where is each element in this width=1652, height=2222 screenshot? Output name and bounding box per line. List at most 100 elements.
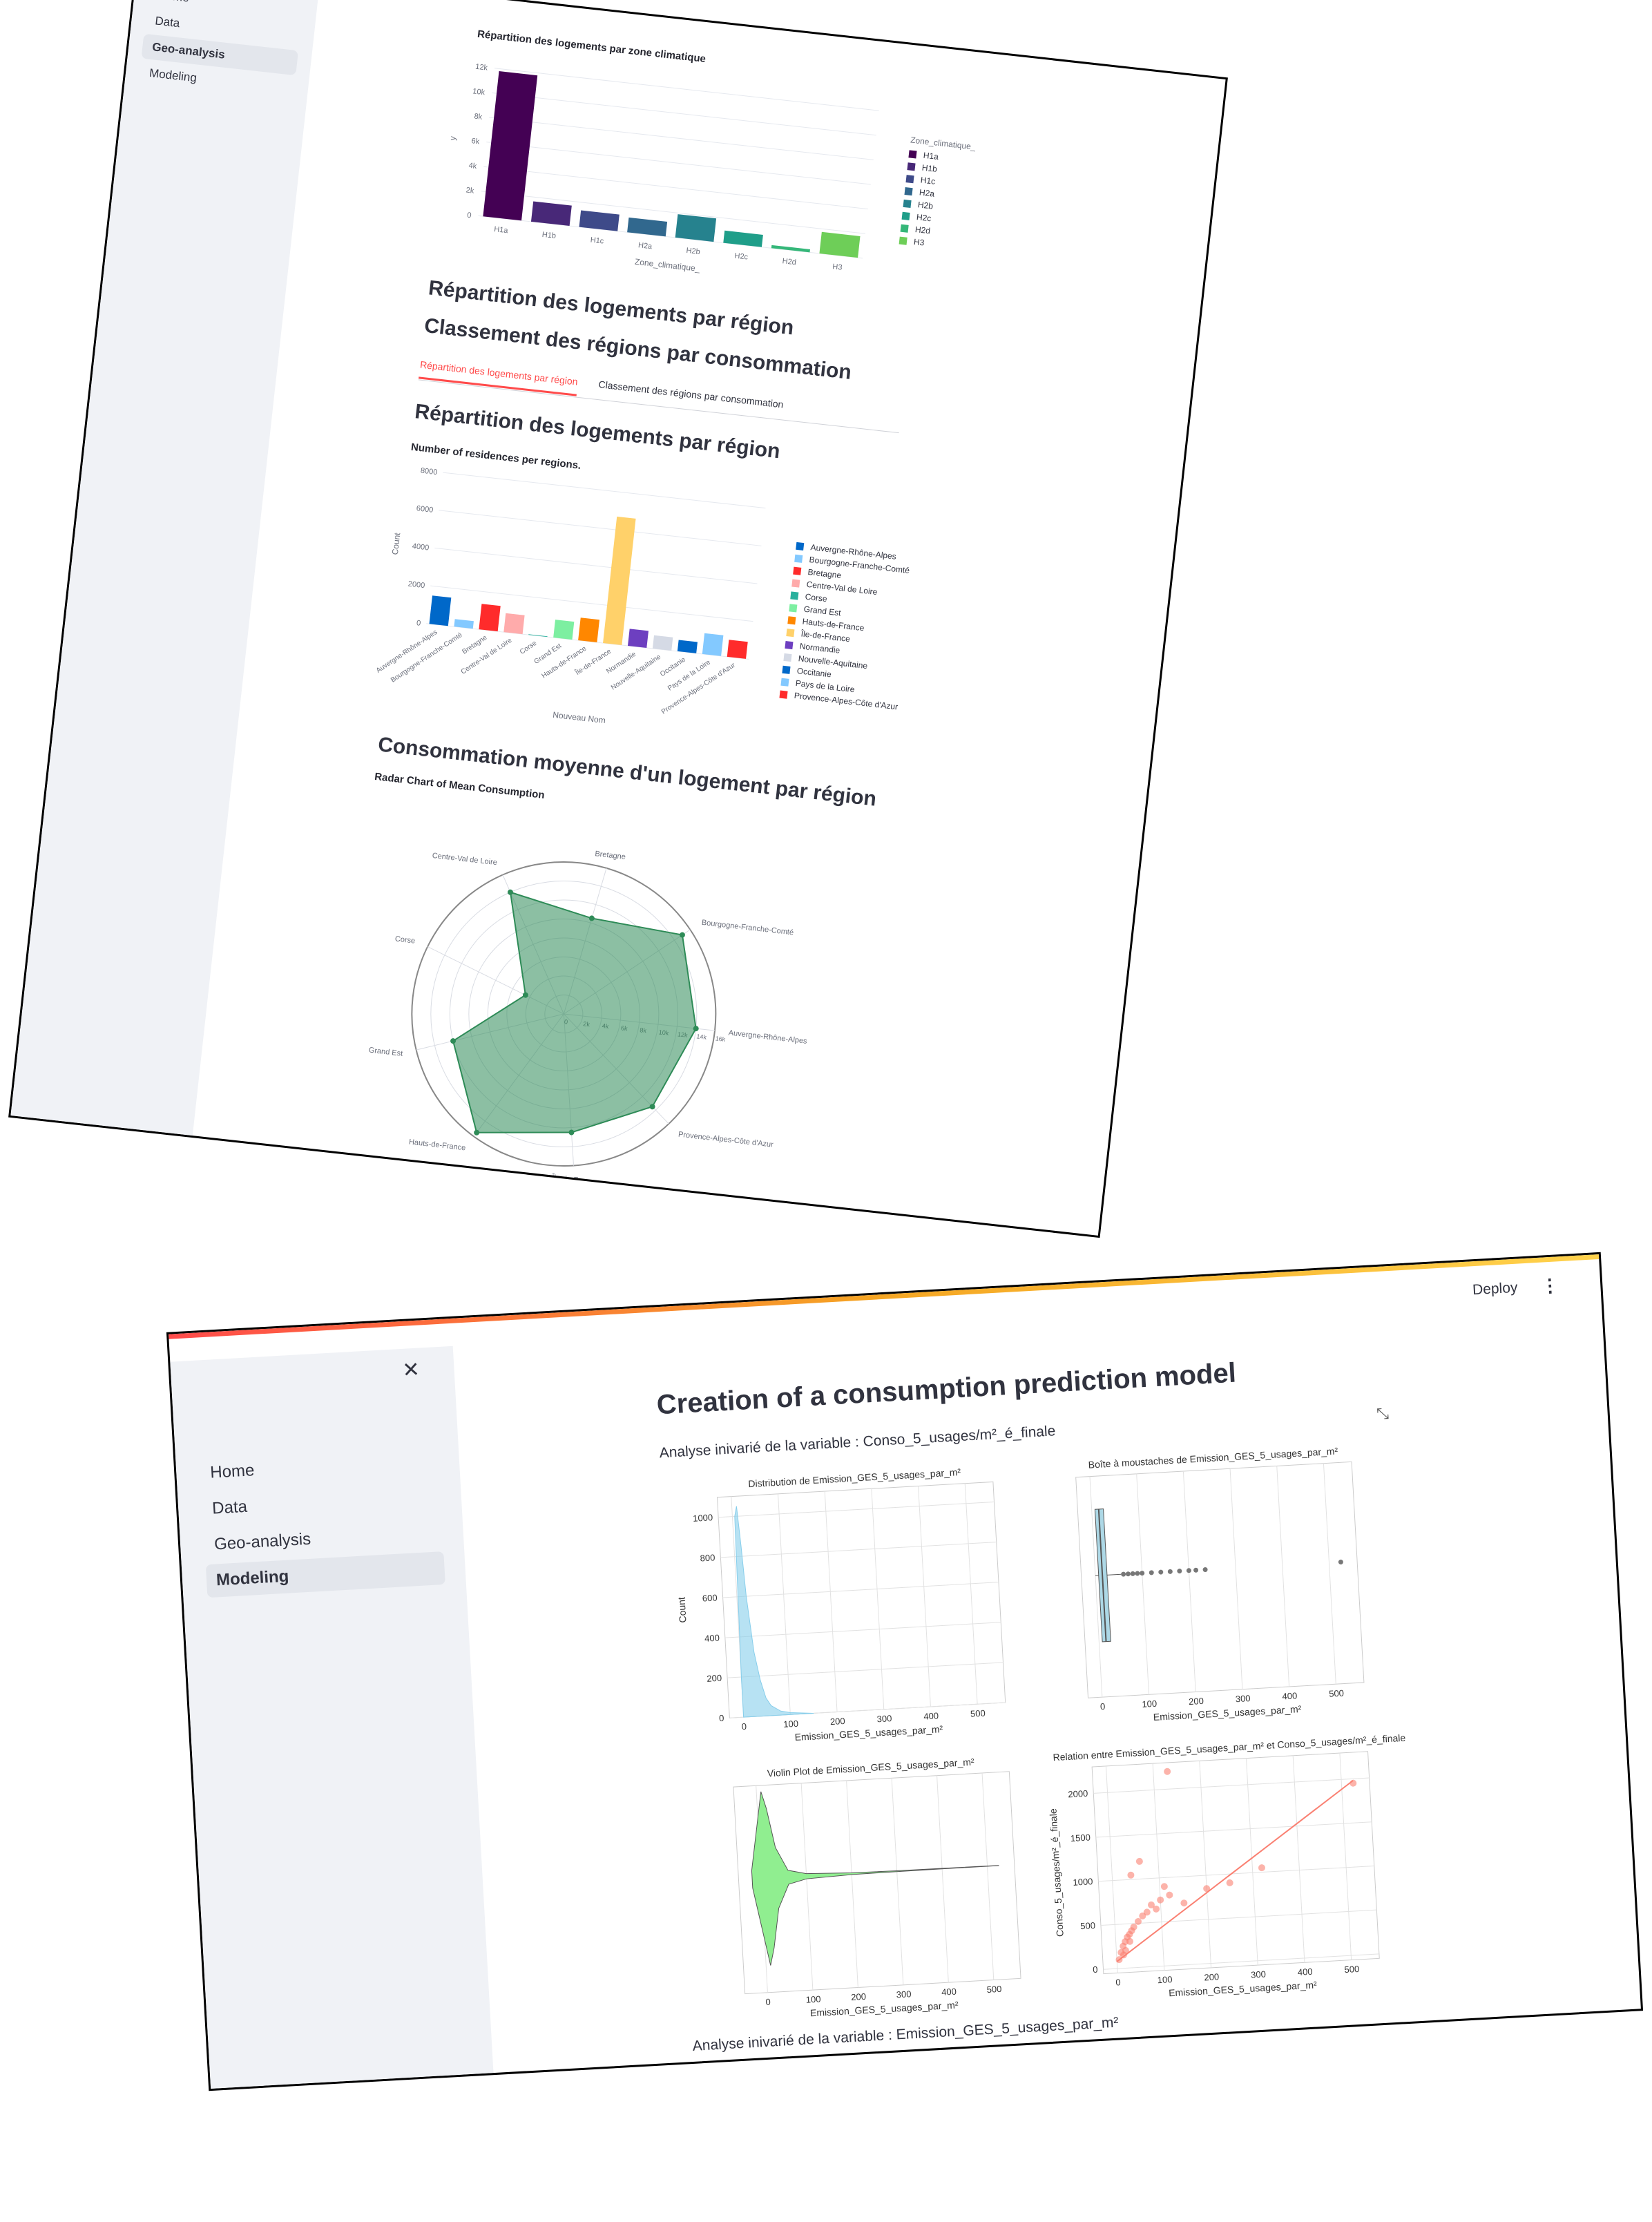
- x-tick-label: H2d: [782, 257, 796, 267]
- legend-swatch: [794, 554, 803, 563]
- radar-axis-label: Bretagne: [595, 850, 626, 861]
- legend-swatch: [791, 579, 800, 588]
- radar-chart: Auvergne-Rhône-Alpes Provence-Alpes-Côte …: [368, 850, 807, 1187]
- box-outlier: [1193, 1567, 1199, 1573]
- scatter-point: [1130, 1923, 1137, 1931]
- legend-swatch: [905, 174, 914, 183]
- gridline: [720, 1542, 997, 1558]
- gridline: [1199, 1761, 1212, 1968]
- gridline: [891, 1778, 904, 1985]
- x-tick-label: 400: [1282, 1690, 1298, 1701]
- x-tick-label: 400: [1297, 1966, 1313, 1977]
- gridline: [1095, 1821, 1372, 1838]
- gridline: [1323, 1463, 1336, 1685]
- radar-point: [679, 932, 685, 938]
- legend-label: H1a: [923, 150, 939, 162]
- x-tick-label: 200: [1189, 1696, 1204, 1707]
- bar-region: [454, 619, 474, 629]
- legend-swatch: [782, 665, 791, 674]
- x-tick-label: 0: [741, 1721, 747, 1732]
- tab-region-split[interactable]: Répartition des logements par région: [418, 358, 579, 396]
- main-menu-icon[interactable]: ⋮: [1540, 1274, 1560, 1296]
- gridline: [727, 1662, 1003, 1678]
- sidebar: Home Data Geo-analysis Modeling: [10, 0, 320, 1136]
- box-outlier: [1186, 1568, 1191, 1573]
- gridline: [937, 1775, 949, 1983]
- scatter-point: [1135, 1857, 1143, 1865]
- gridline: [800, 1783, 814, 1991]
- legend-label: H1b: [921, 162, 938, 174]
- radar-point: [507, 889, 513, 895]
- radar-point: [693, 1026, 699, 1032]
- gridline: [1089, 1476, 1103, 1698]
- scatter-point: [1160, 1883, 1168, 1890]
- bar-h1b: [530, 201, 572, 227]
- plot-frame: [1075, 1461, 1365, 1698]
- scatter-point: [1180, 1899, 1188, 1907]
- y-tick-label: 0: [1093, 1964, 1098, 1975]
- y-tick-label: 10k: [472, 87, 486, 97]
- y-tick-label: 1000: [693, 1512, 713, 1524]
- y-axis-label: Count: [675, 1597, 688, 1623]
- plot-scatter: Relation entre Emission_GES_5_usages_par…: [1047, 1732, 1405, 1999]
- gridline: [492, 92, 876, 136]
- radar-axis-label: Île-de-France: [551, 1173, 597, 1187]
- gridline: [722, 1582, 999, 1598]
- x-tick-label: 400: [923, 1710, 939, 1721]
- x-axis-label: Emission_GES_5_usages_par_m²: [1169, 1979, 1318, 1998]
- y-tick-label: 2k: [465, 186, 474, 195]
- bar-region: [429, 595, 452, 626]
- radar-axis-label: Auvergne-Rhône-Alpes: [728, 1028, 807, 1046]
- bar-region: [528, 634, 548, 638]
- bar-region: [702, 633, 724, 656]
- expand-icon[interactable]: ⤡: [1376, 1404, 1390, 1423]
- gridline: [964, 1483, 978, 1705]
- gridline: [1105, 1765, 1118, 1973]
- tab-region-rank[interactable]: Classement des régions par consommation: [597, 379, 785, 410]
- bar-region: [627, 629, 649, 648]
- x-tick-label: 100: [1157, 1974, 1173, 1985]
- y-tick-label: 2000: [1068, 1788, 1088, 1800]
- legend-swatch: [899, 236, 907, 245]
- x-tick-label: 300: [876, 1713, 892, 1724]
- bar-region: [727, 640, 748, 659]
- x-tick-label: 200: [830, 1716, 846, 1727]
- bar-region: [578, 617, 600, 643]
- gridline: [483, 166, 868, 210]
- gridline: [1093, 1777, 1370, 1794]
- y-axis-label: Count: [390, 532, 403, 555]
- legend-label: H3: [913, 236, 925, 248]
- x-tick-label: 300: [1235, 1693, 1251, 1704]
- x-tick-label: H1c: [590, 236, 604, 245]
- radar-point: [474, 1129, 480, 1136]
- gridline: [846, 1780, 858, 1988]
- x-tick-label: H2a: [637, 241, 653, 251]
- zone-legend: Zone_climatique_ H1a H1b H1c H2a H2b H2c H2d H3: [899, 135, 976, 253]
- legend-swatch: [908, 149, 917, 158]
- radar-axis-label: Bourgogne-Franche-Comté: [701, 919, 794, 937]
- x-tick-label: 300: [896, 1989, 912, 2000]
- radar-area: [452, 891, 697, 1133]
- radar-axis-label: Corse: [394, 935, 415, 945]
- y-tick-label: 0: [416, 619, 421, 628]
- box-outlier: [1130, 1571, 1135, 1576]
- y-tick-label: 6000: [416, 504, 434, 515]
- x-axis-label: Emission_GES_5_usages_par_m²: [1153, 1703, 1302, 1723]
- x-tick-label: 400: [941, 1986, 957, 1998]
- y-axis-label: y: [448, 135, 458, 141]
- gridline: [1229, 1468, 1243, 1689]
- legend-label: H2b: [917, 200, 934, 211]
- close-sidebar-icon[interactable]: ✕: [401, 1358, 421, 1382]
- legend-label: H2d: [914, 224, 931, 236]
- legend-swatch: [785, 640, 794, 649]
- gridline: [1339, 1752, 1352, 1960]
- x-tick-label: Centre-Val de Loire: [460, 637, 514, 676]
- x-tick-label: 0: [1100, 1701, 1106, 1712]
- legend-swatch: [780, 678, 789, 687]
- zone-bar-chart: 0 2k 4k 6k 8k 10k 12k H1a H1b H1c H2a H2b H2c H2d H3 Zo…: [448, 63, 879, 274]
- page-title: Creation of a consumption prediction mod…: [655, 1357, 1237, 1421]
- x-tick-label: H1b: [541, 231, 556, 240]
- legend-label: H1c: [920, 175, 936, 186]
- deploy-button[interactable]: Deploy: [1472, 1279, 1518, 1299]
- x-axis-label: Emission_GES_5_usages_par_m²: [810, 1999, 959, 2018]
